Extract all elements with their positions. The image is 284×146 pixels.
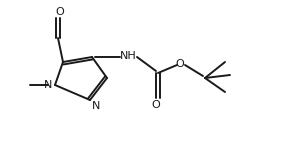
Text: N: N: [92, 101, 100, 111]
Text: O: O: [152, 100, 160, 110]
Text: NH: NH: [120, 51, 136, 61]
Text: N: N: [44, 80, 52, 90]
Text: O: O: [176, 59, 184, 69]
Text: O: O: [56, 7, 64, 17]
